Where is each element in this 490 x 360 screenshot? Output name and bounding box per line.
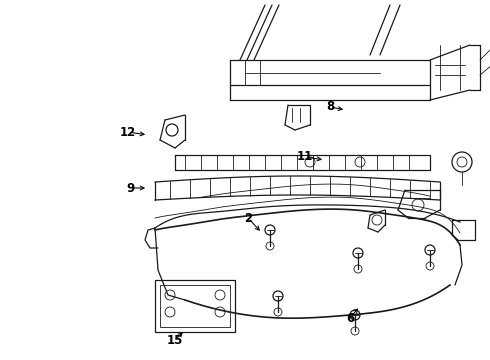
Text: 8: 8 bbox=[326, 100, 334, 113]
Text: 9: 9 bbox=[126, 181, 134, 194]
Text: 12: 12 bbox=[120, 126, 136, 139]
Text: 11: 11 bbox=[297, 150, 313, 163]
Text: 2: 2 bbox=[244, 211, 252, 225]
Bar bbox=[160, 285, 230, 327]
Bar bbox=[155, 280, 235, 332]
Text: 15: 15 bbox=[167, 333, 183, 346]
Text: 6: 6 bbox=[346, 311, 354, 324]
